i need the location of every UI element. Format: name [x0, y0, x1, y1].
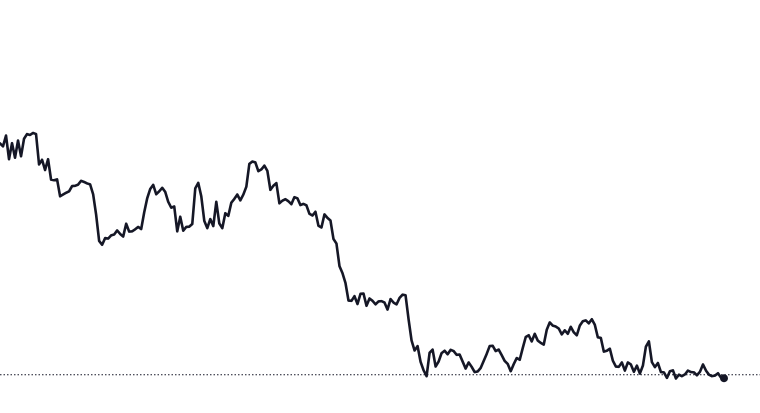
series-line [0, 131, 726, 380]
last-point-marker [720, 374, 728, 383]
